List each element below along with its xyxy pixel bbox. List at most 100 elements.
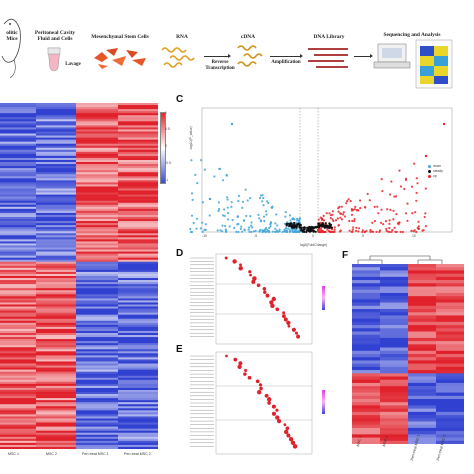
heatmap-b-cell (76, 379, 118, 383)
heatmap-f-cell (408, 370, 436, 374)
heatmap-b-cell (76, 243, 118, 246)
dot-marker (259, 386, 263, 391)
heatmap-b-cell (0, 261, 36, 265)
heatmap-b-cell (76, 273, 118, 277)
heatmap-b-cell (0, 416, 36, 419)
heatmap-b-cell (0, 377, 36, 381)
heatmap-b-cell (36, 188, 76, 191)
volcano-point-up (416, 182, 419, 185)
step-cdna-label: cDNA (240, 34, 256, 40)
volcano-point-up (354, 205, 357, 208)
volcano-point-down (191, 198, 194, 201)
volcano-point-down (190, 192, 194, 195)
heatmap-b-cell (118, 398, 158, 401)
volcano-point-up (366, 192, 369, 196)
heatmap-b-cell (0, 349, 36, 352)
volcano-point-down (262, 204, 265, 207)
volcano-point-down (239, 227, 242, 231)
heatmap-b-cell (76, 418, 118, 421)
heatmap-f-cell (380, 421, 408, 426)
heatmap-b-cell (118, 312, 158, 315)
heatmap-f-cell (380, 418, 408, 422)
volcano-point-down (242, 219, 245, 222)
heatmap-f-cell (408, 376, 436, 381)
volcano-point-down (194, 173, 197, 176)
heatmap-b-cell (118, 408, 158, 411)
heatmap-f-cell (408, 424, 436, 429)
dot-marker (233, 357, 238, 362)
heatmap-b-cell (76, 343, 118, 346)
heatmap-f-cell (380, 321, 408, 326)
heatmap-f-cell (352, 347, 380, 352)
heatmap-b-cell (76, 440, 118, 444)
heatmap-b-cell (0, 357, 36, 360)
heatmap-b-cell (118, 369, 158, 372)
heatmap-f-cell (380, 267, 408, 271)
heatmap-b-cell (118, 141, 158, 145)
heatmap-f-cell (408, 344, 436, 348)
heatmap-b-cell (36, 107, 76, 110)
volcano-point-down (237, 230, 240, 234)
dot-marker (269, 300, 274, 305)
heatmap-b-cell (76, 202, 118, 206)
volcano-point-up (388, 219, 391, 222)
heatmap-b-cell (0, 314, 36, 318)
heatmap-b-cell (76, 406, 118, 409)
heatmap-b-cell (76, 318, 118, 322)
heatmap-b-cell (118, 227, 158, 230)
heatmap-b-cell (36, 227, 76, 230)
heatmap-b-cell (76, 392, 118, 395)
volcano-xtick-1: -10 (202, 234, 207, 238)
heatmap-b-cell (76, 151, 118, 155)
dna-library-icon (308, 48, 348, 68)
volcano-point-up (392, 218, 395, 221)
volcano-point-up (317, 229, 320, 232)
heatmap-b-cell (118, 430, 158, 434)
heatmap-b-cell (0, 351, 36, 354)
volcano-point-down (217, 208, 221, 211)
heatmap-b-cell (118, 308, 158, 311)
heatmap-f-cell (380, 292, 408, 297)
volcano-point-down (223, 214, 226, 218)
heatmap-b-cell (76, 159, 118, 163)
heatmap-b-cell (76, 359, 118, 362)
panel-d-letter: D (176, 248, 184, 259)
heatmap-b-cell (118, 392, 158, 395)
heatmap-b-cell (36, 373, 76, 377)
heatmap-b-cell (76, 107, 118, 110)
heatmap-b-cell (0, 159, 36, 163)
heatmap-f-cell (408, 264, 436, 268)
heatmap-b-cell (36, 369, 76, 372)
heatmap-b-cell (118, 414, 158, 417)
heatmap-b-cell (76, 373, 118, 377)
heatmap-b-cell (0, 308, 36, 311)
heatmap-b-cell (0, 184, 36, 187)
volcano-point-up (339, 216, 342, 219)
heatmap-b-cell (0, 359, 36, 362)
volcano-point-steady (296, 224, 299, 227)
heatmap-b-cell (76, 288, 118, 291)
heatmap-b-cell (0, 347, 36, 350)
heatmap-f-cell (436, 273, 464, 278)
heatmap-b-cell (0, 385, 36, 389)
volcano-point-up (379, 221, 383, 224)
volcano-point-down (288, 229, 291, 232)
heatmap-b-cell (36, 237, 76, 240)
heatmap-b-cell (0, 422, 36, 425)
volcano-point-up (424, 187, 427, 190)
volcano-point-down (291, 217, 294, 220)
heatmap-f-cell (352, 283, 380, 287)
heatmap-f-cell (408, 389, 436, 393)
heatmap-b-cell (36, 422, 76, 425)
heatmap-b-cell (36, 125, 76, 128)
volcano-point-up (358, 227, 361, 230)
heatmap-b-cell (76, 296, 118, 299)
heatmap-b-cell (76, 345, 118, 348)
heatmap-b-cell (76, 265, 118, 269)
heatmap-b-cell (118, 127, 158, 130)
heatmap-b-cell (118, 259, 158, 263)
heatmap-f-cell (352, 334, 380, 339)
heatmap-f-cell (436, 421, 464, 426)
volcano-point-down (201, 221, 204, 224)
heatmap-b-cell (118, 194, 158, 197)
